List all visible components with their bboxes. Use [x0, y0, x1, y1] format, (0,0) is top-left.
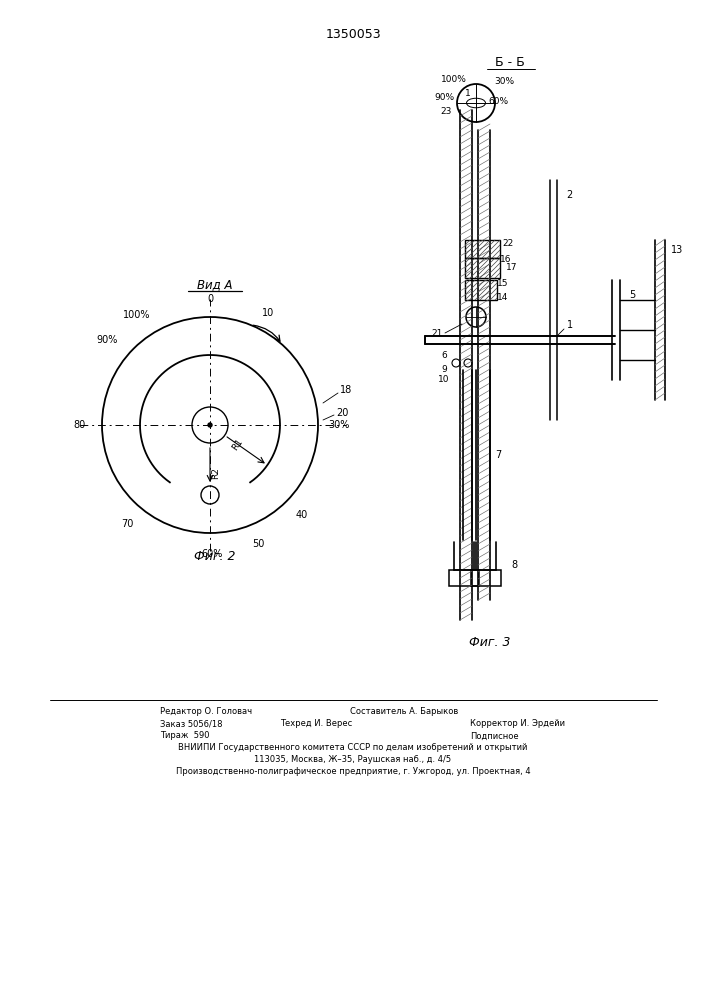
Text: 113035, Москва, Ж–35, Раушская наб., д. 4/5: 113035, Москва, Ж–35, Раушская наб., д. … [255, 756, 452, 764]
Text: 60%: 60% [488, 97, 508, 105]
Text: 2: 2 [566, 190, 572, 200]
Text: Заказ 5056/18: Заказ 5056/18 [160, 720, 223, 728]
Text: 9: 9 [441, 365, 447, 374]
Text: 21: 21 [431, 330, 443, 338]
Text: Составитель А. Барыков: Составитель А. Барыков [350, 708, 458, 716]
Bar [449, 570, 479, 586]
Text: 1350053: 1350053 [325, 27, 381, 40]
Text: 18: 18 [340, 385, 352, 395]
Text: 0: 0 [207, 294, 213, 304]
Text: 50: 50 [252, 539, 264, 549]
Text: Корректор И. Эрдейи: Корректор И. Эрдейи [470, 720, 565, 728]
Bar [465, 258, 500, 278]
Text: R1: R1 [231, 438, 245, 452]
Text: 10: 10 [262, 308, 274, 318]
Text: 6: 6 [441, 351, 447, 360]
Text: 90%: 90% [97, 335, 118, 345]
Text: 100%: 100% [123, 310, 151, 320]
Text: 1: 1 [465, 89, 471, 98]
Text: 7: 7 [495, 450, 501, 460]
Text: Производственно-полиграфическое предприятие, г. Ужгород, ул. Проектная, 4: Производственно-полиграфическое предприя… [175, 768, 530, 776]
Text: 10: 10 [438, 375, 450, 384]
Text: 8: 8 [511, 560, 517, 570]
Bar [471, 570, 501, 586]
Text: 17: 17 [506, 263, 518, 272]
Text: R2: R2 [211, 467, 221, 479]
Text: 60%: 60% [201, 549, 223, 559]
Bar [465, 280, 497, 300]
Circle shape [208, 423, 212, 427]
Text: Фиг. 3: Фиг. 3 [469, 636, 510, 648]
Text: Тираж  590: Тираж 590 [160, 732, 209, 740]
Text: Техред И. Верес: Техред И. Верес [280, 720, 352, 728]
Text: 80: 80 [73, 420, 85, 430]
Text: 13: 13 [671, 245, 683, 255]
Text: 22: 22 [503, 239, 513, 248]
Text: Вид А: Вид А [197, 278, 233, 292]
Text: 70: 70 [121, 519, 134, 529]
Text: ВНИИПИ Государственного комитета СССР по делам изобретений и открытий: ВНИИПИ Государственного комитета СССР по… [178, 744, 527, 752]
Text: 15: 15 [497, 279, 509, 288]
Text: 40: 40 [296, 510, 308, 520]
Text: 23: 23 [440, 106, 452, 115]
Text: 5: 5 [629, 290, 635, 300]
Text: Подписное: Подписное [470, 732, 519, 740]
Text: 1: 1 [567, 320, 573, 330]
Text: 16: 16 [501, 255, 512, 264]
Text: 30%: 30% [328, 420, 350, 430]
Text: 100%: 100% [441, 76, 467, 85]
Text: 14: 14 [497, 294, 509, 302]
Text: 30%: 30% [494, 78, 514, 87]
Text: Фиг. 2: Фиг. 2 [194, 550, 235, 564]
Text: Б - Б: Б - Б [495, 55, 525, 68]
Text: 90%: 90% [434, 93, 454, 102]
Bar [465, 240, 500, 258]
Text: 20: 20 [336, 408, 348, 418]
Text: Редактор О. Головач: Редактор О. Головач [160, 708, 252, 716]
